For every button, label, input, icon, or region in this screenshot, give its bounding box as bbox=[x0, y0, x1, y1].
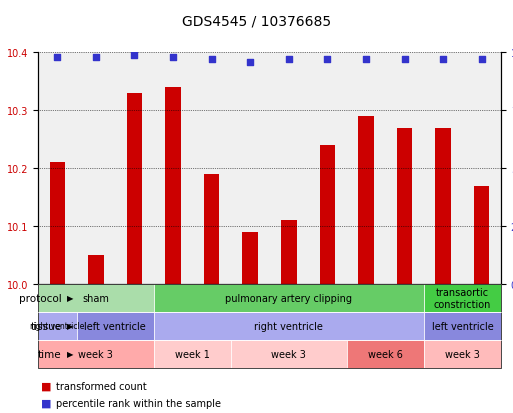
Point bbox=[169, 55, 177, 61]
Text: right ventricle: right ventricle bbox=[254, 321, 323, 331]
Text: ▶: ▶ bbox=[67, 294, 73, 303]
Text: left ventricle: left ventricle bbox=[431, 321, 494, 331]
Text: time: time bbox=[38, 349, 62, 359]
Bar bbox=[281, 221, 297, 284]
Point bbox=[478, 57, 486, 64]
Bar bbox=[436, 128, 451, 284]
Bar bbox=[50, 163, 65, 284]
Point bbox=[92, 55, 100, 61]
Text: protocol: protocol bbox=[19, 293, 62, 303]
Point bbox=[246, 59, 254, 66]
Point bbox=[285, 57, 293, 64]
Bar bbox=[165, 88, 181, 284]
Bar bbox=[88, 255, 104, 284]
Point bbox=[323, 57, 331, 64]
Point bbox=[208, 57, 216, 64]
Point bbox=[401, 57, 409, 64]
Bar bbox=[204, 175, 220, 284]
Text: sham: sham bbox=[83, 293, 109, 303]
Bar bbox=[358, 117, 373, 284]
Bar bbox=[474, 186, 489, 284]
Text: week 1: week 1 bbox=[175, 349, 210, 359]
Text: right ventricle: right ventricle bbox=[30, 322, 85, 331]
Text: week 3: week 3 bbox=[271, 349, 306, 359]
Text: percentile rank within the sample: percentile rank within the sample bbox=[56, 398, 222, 408]
Point bbox=[362, 57, 370, 64]
Bar bbox=[243, 233, 258, 284]
Point bbox=[53, 55, 62, 61]
Bar bbox=[397, 128, 412, 284]
Point bbox=[439, 57, 447, 64]
Text: left ventricle: left ventricle bbox=[84, 321, 146, 331]
Text: transformed count: transformed count bbox=[56, 381, 147, 391]
Text: week 3: week 3 bbox=[78, 349, 113, 359]
Text: week 6: week 6 bbox=[368, 349, 403, 359]
Text: transaortic
constriction: transaortic constriction bbox=[433, 287, 491, 309]
Text: ■: ■ bbox=[41, 398, 51, 408]
Point bbox=[130, 52, 139, 59]
Text: ■: ■ bbox=[41, 381, 51, 391]
Text: GDS4545 / 10376685: GDS4545 / 10376685 bbox=[182, 14, 331, 28]
Text: tissue: tissue bbox=[30, 321, 62, 331]
Bar bbox=[127, 94, 142, 284]
Text: week 3: week 3 bbox=[445, 349, 480, 359]
Text: ▶: ▶ bbox=[67, 322, 73, 331]
Bar bbox=[320, 146, 335, 284]
Text: ▶: ▶ bbox=[67, 350, 73, 358]
Text: pulmonary artery clipping: pulmonary artery clipping bbox=[225, 293, 352, 303]
